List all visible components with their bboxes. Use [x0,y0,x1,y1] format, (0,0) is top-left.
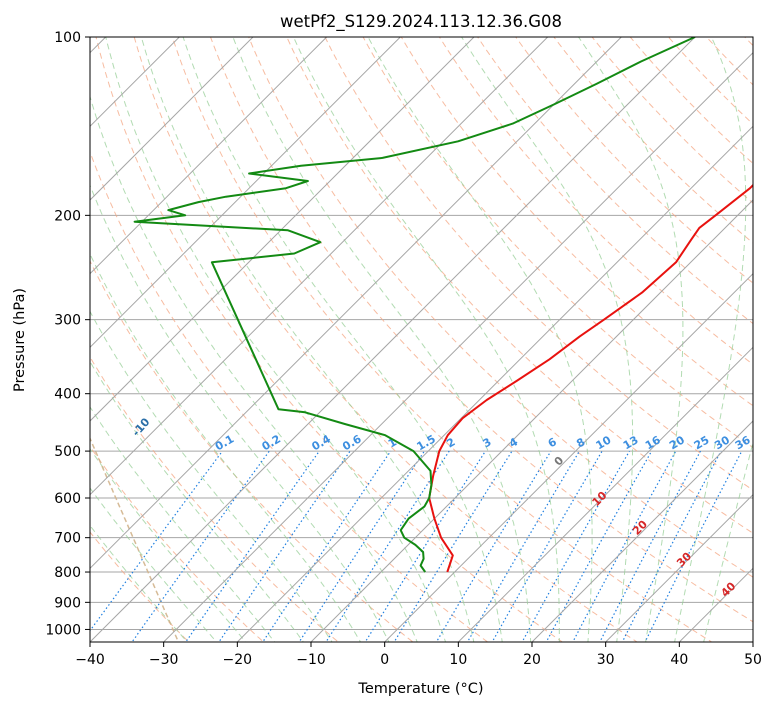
moist-adiabat-line [461,37,634,642]
x-tick-label: 30 [597,652,615,668]
isotherm-line [90,37,328,275]
mixing-ratio-line [435,450,552,642]
dry-adiabat-line [133,37,638,642]
mixing-ratio-line [298,450,425,642]
sounding-profiles [133,37,753,573]
x-tick-label: 40 [670,652,688,668]
dry-adiabat-line [400,37,753,407]
lcl-curve-line [90,436,180,642]
y-tick-label: 1000 [45,622,81,638]
mixing-ratio-line [491,450,603,642]
isotherm-line [236,125,753,642]
y-tick-label: 500 [54,444,81,460]
x-tick-label: 10 [449,652,467,668]
isotherm-line [90,37,696,642]
isotherm-line [531,420,753,642]
moist-adiabat-line [182,37,503,642]
y-tick-label: 300 [54,313,81,329]
moist-adiabat-line [140,37,475,642]
plot-area: -100-90-80-70-60-50-40-30-20-10 0.10.20.… [90,37,753,642]
x-tick-label: 20 [523,652,541,668]
moist-adiabats [90,37,753,642]
y-tick-label: 700 [54,531,81,547]
isotherm-line [384,272,753,642]
dry-adiabat-line [90,445,265,642]
mixing-ratio-line [393,450,513,642]
moist-adiabat-line [292,37,560,642]
dry-adiabat-line [95,37,564,642]
moist-adiabat-line [90,447,247,642]
y-tick-label: 200 [54,208,81,224]
moist-adiabat-line [90,360,304,642]
plot-frame [89,36,754,643]
y-axis-ticks: 1000 900 800 700 600 500 400 300 200 100 [45,30,90,638]
mixing-ratio-line [545,450,653,642]
dry-adiabat-line [477,37,753,325]
moist-adiabat-line [232,37,532,642]
x-axis-ticks: −40 −30 −20 −10 0 10 20 30 40 50 [75,642,762,668]
lcl-curve [90,436,180,642]
dry-adiabat-line [90,531,190,642]
y-tick-label: 900 [54,595,81,611]
mixing-ratio-line [364,450,486,642]
x-tick-label: −10 [296,652,326,668]
moist-adiabat-line [90,95,418,642]
mixing-ratio-line [599,450,702,642]
dry-adiabat-line [90,259,414,642]
x-tick-label: −30 [149,652,179,668]
dry-adiabat-line [171,37,713,642]
isotherm-line [457,346,753,642]
mixing-ratio-line [262,450,392,642]
isotherm-line [605,493,753,642]
isotherm-line [90,37,401,349]
dry-adiabat-line [438,37,753,366]
y-tick-label: 600 [54,491,81,507]
isotherm-line [310,199,753,642]
isotherm-line [163,51,753,642]
y-tick-label: 800 [54,565,81,581]
moist-adiabat-line [90,252,362,642]
moist-adiabat-line [703,440,753,642]
x-tick-label: 0 [380,652,389,668]
dry-adiabat-line [209,37,753,623]
moist-adiabat-line [90,487,218,642]
mixing-ratio-line [131,450,270,642]
isotherm-line [90,37,549,496]
moist-adiabat-line [105,37,447,642]
chart-title: wetPf2_S129.2024.113.12.36.G08 [280,12,562,32]
mixing-ratio-line [572,450,677,642]
mixing-ratio-lines [90,450,743,642]
mixing-ratio-line [218,450,351,642]
x-tick-label: −40 [75,652,105,668]
isotherm-gridlines [90,37,753,642]
moist-adiabat-line [90,310,333,642]
mixing-ratio-line [466,450,580,642]
isotherm-line [90,37,622,570]
moist-adiabat-line [577,37,684,642]
x-axis-title: Temperature (°C) [357,681,483,697]
moist-adiabat-line [367,37,593,642]
y-tick-label: 100 [54,30,81,46]
mixing-ratio-line [325,450,450,642]
isotherm-line [90,37,254,201]
dry-adiabat-line [248,37,753,578]
isobar-gridlines [90,37,753,630]
y-tick-label: 400 [54,387,81,403]
x-tick-label: 50 [744,652,762,668]
x-tick-label: −20 [223,652,253,668]
moist-adiabat-line [90,184,390,642]
isotherm-line [90,37,475,422]
dry-adiabat-line [90,356,340,642]
y-axis-title: Pressure (hPa) [12,288,28,392]
dewpoint-profile [133,37,696,573]
moist-adiabat-line [90,406,276,642]
dry-adiabat-line [286,37,753,534]
